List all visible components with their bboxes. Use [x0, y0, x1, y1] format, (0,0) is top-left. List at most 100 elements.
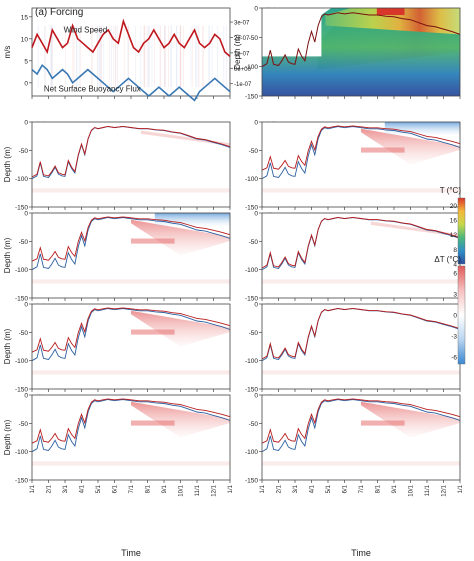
delta-band — [32, 461, 230, 465]
y-tick-label: -100 — [245, 64, 258, 71]
left-axis-label: m/s — [3, 46, 12, 59]
y-tick-label: -50 — [249, 35, 259, 42]
y-tick-label: -50 — [19, 239, 29, 246]
y-tick-label: 0 — [254, 302, 258, 309]
panel-bg — [32, 304, 230, 389]
y-tick-label: -100 — [245, 176, 258, 183]
delta-band — [262, 461, 460, 465]
y-tick-label: 0 — [24, 120, 28, 127]
y-tick-label: 0 — [254, 120, 258, 127]
y-tick-label: 0 — [24, 80, 28, 87]
y-tick-label: -150 — [245, 478, 258, 485]
right-tick-label: -1e-07 — [234, 82, 252, 88]
y-tick-label: 0 — [24, 302, 28, 309]
colorbar-tick: 6 — [453, 271, 457, 278]
y-tick-label: -100 — [15, 449, 28, 456]
x-tick-label: 3/1 — [63, 484, 69, 493]
x-tick-label: 1/1 — [458, 484, 464, 493]
series-line-wind — [32, 21, 230, 56]
x-tick-label: 10/1 — [179, 484, 185, 496]
y-tick-label: 10 — [21, 36, 29, 43]
x-tick-label: 7/1 — [129, 484, 135, 493]
colorbar-tick: 3 — [453, 292, 457, 299]
x-tick-label: 1/1 — [228, 484, 234, 493]
x-tick-label: 7/1 — [359, 484, 365, 493]
x-tick-label: 11/1 — [425, 484, 431, 496]
x-tick-label: 4/1 — [310, 484, 316, 493]
delta-band — [262, 370, 460, 374]
x-tick-label: 6/1 — [113, 484, 119, 493]
colorbar-dt — [458, 266, 465, 364]
y-tick-label: -100 — [15, 358, 28, 365]
y-tick-label: -100 — [245, 267, 258, 274]
colorbar-tick: -3 — [451, 334, 457, 341]
x-tick-label: 5/1 — [96, 484, 102, 493]
y-tick-label: -50 — [249, 421, 259, 428]
x-tick-label: 3/1 — [293, 484, 299, 493]
buoyancy-label: Net Surface Buoyancy Flux — [44, 85, 141, 94]
y-tick-label: 0 — [24, 211, 28, 218]
colorbar-tick: 0 — [453, 313, 457, 320]
wind-label: Wind Speed — [64, 26, 108, 35]
x-tick-label: 8/1 — [376, 484, 382, 493]
warm-anomaly — [131, 239, 175, 244]
cool-anomaly — [155, 213, 230, 226]
panel-bg — [32, 395, 230, 480]
y-axis-label: Depth (m) — [3, 328, 12, 364]
y-tick-label: -100 — [15, 267, 28, 274]
colorbar-tick: -6 — [451, 355, 457, 362]
x-tick-label: 10/1 — [409, 484, 415, 496]
series-line-buoyancy — [32, 65, 230, 100]
x-axis-label: Time — [351, 548, 371, 558]
x-tick-label: 12/1 — [442, 484, 448, 496]
warm-anomaly — [361, 148, 405, 153]
colorbar-tick: 16 — [450, 218, 458, 225]
y-tick-label: -100 — [15, 176, 28, 183]
colorbar-tick: 12 — [450, 232, 458, 239]
panel-bg — [262, 213, 460, 298]
y-axis-label: Depth (m) — [3, 237, 12, 273]
x-tick-label: 6/1 — [343, 484, 349, 493]
x-tick-label: 11/1 — [195, 484, 201, 496]
y-tick-label: 15 — [21, 14, 29, 21]
y-tick-label: 0 — [254, 211, 258, 218]
x-tick-label: 4/1 — [80, 484, 86, 493]
x-tick-label: 9/1 — [162, 484, 168, 493]
y-tick-label: 0 — [254, 393, 258, 400]
y-tick-label: -50 — [19, 421, 29, 428]
x-tick-label: 2/1 — [47, 484, 53, 493]
y-tick-label: -100 — [245, 358, 258, 365]
delta-band — [262, 279, 460, 283]
y-tick-label: -150 — [245, 94, 258, 101]
x-tick-label: 1/1 — [30, 484, 36, 493]
temperature-field — [377, 8, 405, 15]
y-tick-label: -100 — [245, 449, 258, 456]
colorbar-title-t: T (°C) — [440, 186, 462, 195]
x-tick-label: 1/1 — [260, 484, 266, 493]
y-axis-label: Depth (m) — [3, 419, 12, 455]
x-tick-label: 12/1 — [212, 484, 218, 496]
y-tick-label: -150 — [15, 478, 28, 485]
x-tick-label: 2/1 — [277, 484, 283, 493]
warm-anomaly — [131, 330, 175, 335]
panel-bg — [262, 304, 460, 389]
delta-band — [262, 188, 460, 192]
x-axis-label: Time — [121, 548, 141, 558]
x-tick-label: 9/1 — [392, 484, 398, 493]
delta-band — [32, 188, 230, 192]
panel-bg — [32, 122, 230, 207]
y-tick-label: -50 — [19, 330, 29, 337]
colorbar-title-dt: ΔT (°C) — [434, 255, 461, 264]
colorbar-tick: 8 — [453, 247, 457, 254]
x-tick-label: 8/1 — [146, 484, 152, 493]
y-tick-label: 0 — [24, 393, 28, 400]
panel-bg — [262, 395, 460, 480]
right-tick-label: 3e-07 — [234, 21, 250, 27]
delta-band — [32, 370, 230, 374]
colorbar-tick: 20 — [450, 203, 458, 210]
panel-bg — [262, 8, 321, 56]
warm-anomaly — [361, 421, 405, 426]
y-tick-label: -50 — [249, 239, 259, 246]
cool-anomaly — [385, 122, 460, 135]
